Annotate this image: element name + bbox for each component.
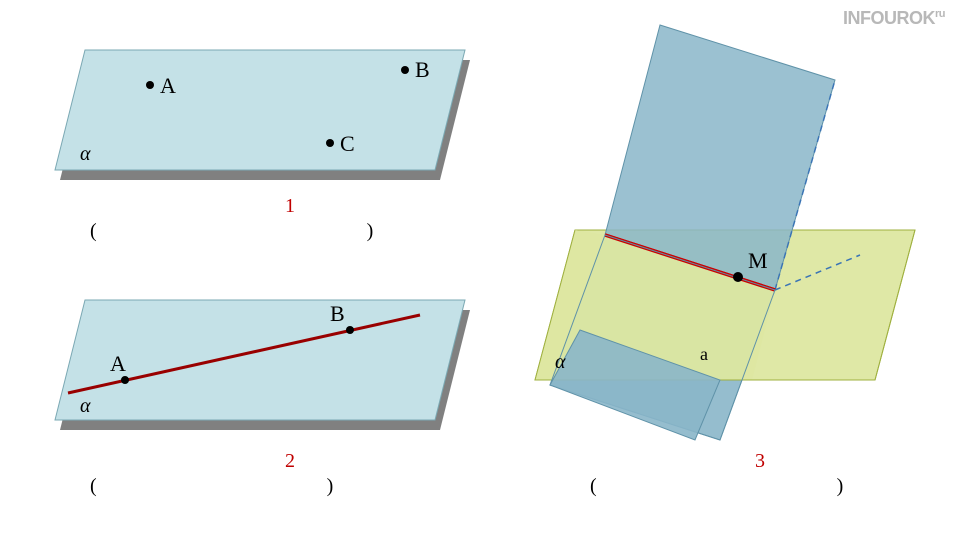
diagram-2: α A B bbox=[50, 285, 480, 455]
point-a-2-label: A bbox=[110, 351, 126, 376]
caption-1-right: ) bbox=[367, 220, 374, 242]
caption-2-right: ) bbox=[327, 475, 334, 497]
figure-2-number: 2 bbox=[285, 450, 295, 473]
figure-3-number: 3 bbox=[755, 450, 765, 473]
caption-3-right: ) bbox=[837, 475, 844, 497]
caption-3-left: ( bbox=[590, 475, 597, 497]
point-c-label: C bbox=[340, 131, 355, 156]
point-m bbox=[733, 272, 743, 282]
alpha-label-3: α bbox=[555, 351, 566, 373]
point-b-label: B bbox=[415, 57, 430, 82]
point-c bbox=[326, 139, 334, 147]
point-a-2 bbox=[121, 376, 129, 384]
caption-2-left: ( bbox=[90, 475, 97, 497]
point-a-label: A bbox=[160, 73, 176, 98]
point-a bbox=[146, 81, 154, 89]
figure-1-caption: ( ) bbox=[90, 220, 420, 243]
diagram-3: M a α bbox=[520, 10, 950, 450]
point-b bbox=[401, 66, 409, 74]
point-b-2 bbox=[346, 326, 354, 334]
line-a-label: a bbox=[700, 344, 708, 364]
caption-1-left: ( bbox=[90, 220, 97, 242]
diagram-1: α A B C bbox=[50, 35, 480, 205]
figure-2-caption: ( ) bbox=[90, 475, 420, 498]
point-b-2-label: B bbox=[330, 301, 345, 326]
figure-3-caption: ( ) bbox=[590, 475, 920, 498]
figure-1-number: 1 bbox=[285, 195, 295, 218]
alpha-label-2: α bbox=[80, 395, 91, 417]
alpha-label: α bbox=[80, 143, 91, 165]
point-m-label: M bbox=[748, 248, 768, 273]
